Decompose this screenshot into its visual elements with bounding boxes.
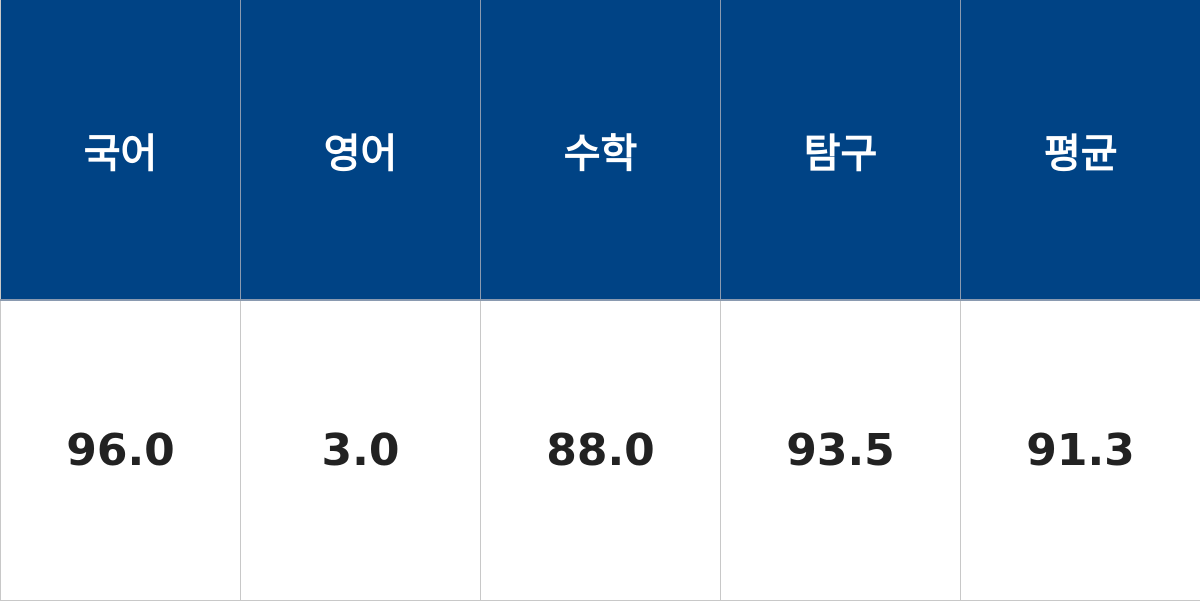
header-inquiry: 탐구 [721,0,961,300]
table-row: 96.0 3.0 88.0 93.5 91.3 [1,300,1200,600]
cell-average: 91.3 [961,300,1200,600]
header-row: 국어 영어 수학 탐구 평균 [1,0,1200,300]
cell-inquiry: 93.5 [721,300,961,600]
cell-math: 88.0 [481,300,721,600]
cell-english: 3.0 [241,300,481,600]
header-average: 평균 [961,0,1200,300]
header-korean: 국어 [1,0,241,300]
header-math: 수학 [481,0,721,300]
cell-korean: 96.0 [1,300,241,600]
header-english: 영어 [241,0,481,300]
